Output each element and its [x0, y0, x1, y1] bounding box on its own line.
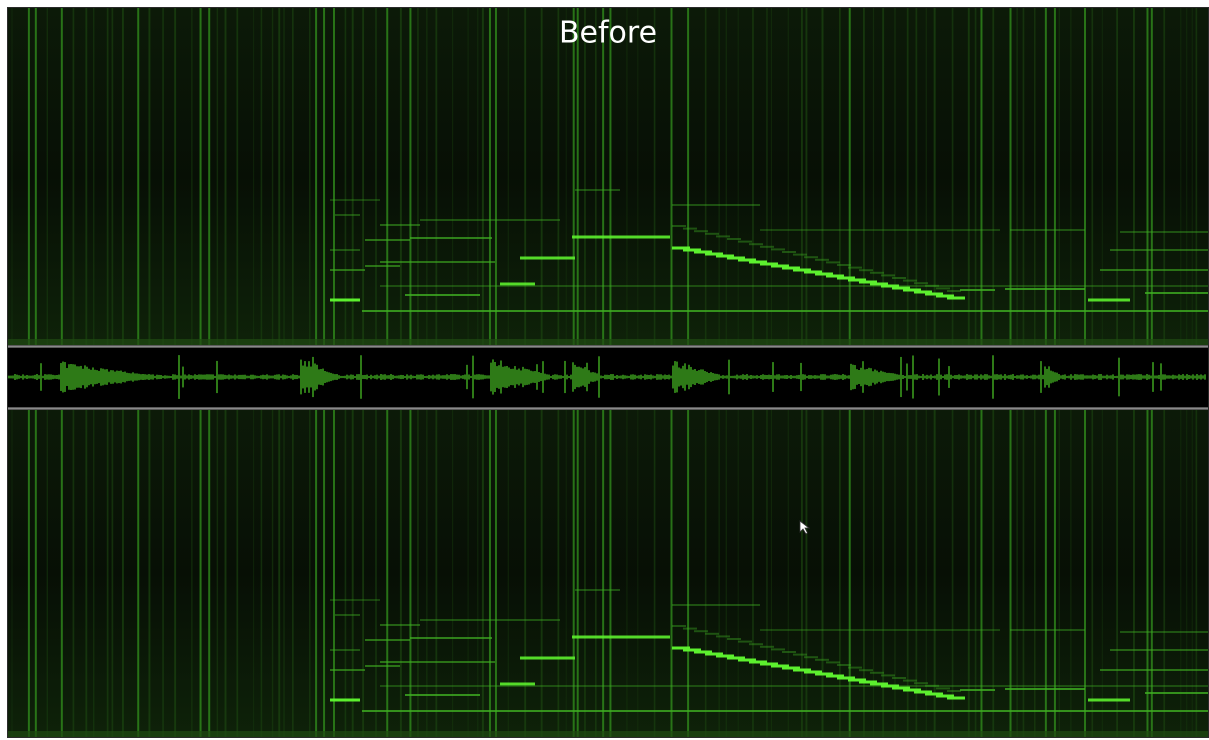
spectrogram-view: Before [0, 0, 1209, 740]
noise-floor [8, 731, 1208, 737]
waveform-strip [8, 348, 1208, 407]
bottom-spectrogram [8, 410, 1208, 737]
noise-floor [8, 339, 1208, 345]
top-spectrogram [8, 8, 1208, 345]
page: Before (() => { const data = JSON.parse(… [0, 0, 1209, 740]
title: Before [559, 16, 657, 51]
